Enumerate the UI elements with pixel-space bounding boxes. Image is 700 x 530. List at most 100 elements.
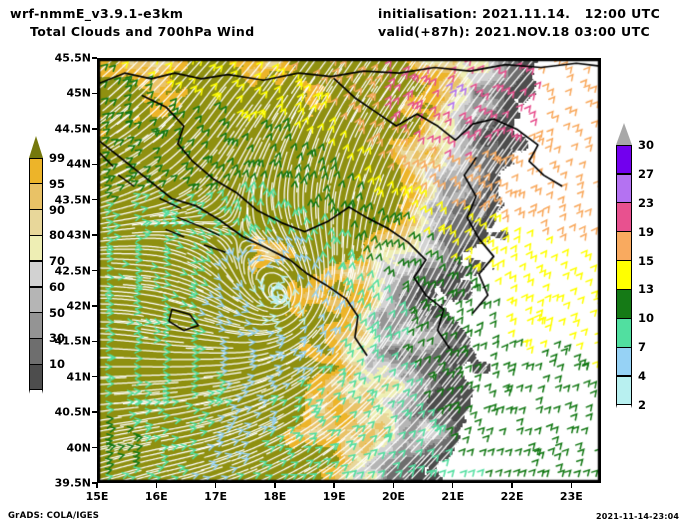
y-tick-label: 40.5N xyxy=(54,405,91,419)
colorbar-divider xyxy=(29,183,43,185)
colorbar-divider xyxy=(29,234,43,237)
x-tick xyxy=(511,483,513,488)
x-tick-label: 18E xyxy=(263,490,287,503)
valid-time-label: valid(+87h): 2021.NOV.18 03:00 UTC xyxy=(378,24,651,39)
colorbar-tick-label: 13 xyxy=(638,282,655,297)
x-tick-label: 15E xyxy=(85,490,109,503)
y-tick-label: 44N xyxy=(66,157,91,171)
colorbar-divider xyxy=(616,173,632,175)
y-tick xyxy=(92,198,97,201)
y-tick xyxy=(92,163,97,165)
colorbar-cap-low xyxy=(616,405,632,431)
colorbar-band xyxy=(29,364,43,391)
colorbar-tick-label: 10 xyxy=(49,357,66,372)
y-tick xyxy=(92,128,97,130)
y-tick xyxy=(92,340,97,343)
x-tick-label: 23E xyxy=(559,490,583,503)
colorbar-band xyxy=(616,318,632,348)
colorbar-band xyxy=(29,312,43,339)
initialisation-label: initialisation: 2021.11.14. 12:00 UTC xyxy=(378,6,661,21)
y-tick xyxy=(92,305,97,307)
x-tick-label: 21E xyxy=(441,490,465,503)
x-tick-label: 22E xyxy=(500,490,524,503)
colorbar-tick-label: 30 xyxy=(638,138,655,152)
grads-credit: GrADS: COLA/IGES xyxy=(8,511,100,521)
colorbar-tick-label: 50 xyxy=(49,305,66,320)
x-tick-label: 17E xyxy=(204,490,227,503)
model-title: wrf-nmmE_v3.9.1-e3km xyxy=(10,6,184,21)
colorbar-band xyxy=(29,183,43,210)
colorbar-band xyxy=(29,158,43,185)
colorbar-tick-label: 80 xyxy=(49,228,66,243)
x-tick xyxy=(155,483,157,488)
colorbar-tick-label: 7 xyxy=(638,340,647,355)
colorbar-divider xyxy=(29,286,43,288)
colorbar-tick-label: 19 xyxy=(638,224,655,239)
colorbar-tick-label: 10 xyxy=(638,311,655,326)
colorbar-divider xyxy=(29,208,43,211)
x-tick-label: 20E xyxy=(382,490,405,503)
y-tick-label: 43N xyxy=(66,228,91,242)
render-timestamp: 2021-11-14-23:04 xyxy=(596,512,680,521)
colorbar-tick-label: 23 xyxy=(638,195,655,210)
colorbar-band xyxy=(29,261,43,288)
x-tick xyxy=(570,483,573,488)
y-tick-label: 45N xyxy=(66,86,91,100)
colorbar-cap-high xyxy=(29,136,43,158)
y-tick xyxy=(92,92,97,95)
map-canvas xyxy=(98,59,600,482)
colorbar-tick-label: 95 xyxy=(49,176,66,191)
colorbar-divider xyxy=(29,363,43,365)
colorbar-band xyxy=(616,231,632,261)
colorbar-tick-label: 27 xyxy=(638,166,655,181)
x-tick xyxy=(274,483,276,488)
x-tick-label: 19E xyxy=(322,490,346,503)
y-tick-label: 44.5N xyxy=(54,122,91,136)
colorbar-divider xyxy=(616,230,632,233)
y-tick xyxy=(92,411,97,413)
colorbar-band xyxy=(616,260,632,290)
colorbar-band xyxy=(616,145,632,175)
y-tick-label: 41N xyxy=(66,370,91,384)
x-tick xyxy=(392,483,395,488)
colorbar-band xyxy=(29,286,43,314)
colorbar-tick-label: 70 xyxy=(49,254,66,269)
colorbar-divider xyxy=(29,260,43,262)
colorbar-divider xyxy=(29,337,43,340)
colorbar-band xyxy=(29,338,43,365)
colorbar-divider xyxy=(616,375,632,377)
colorbar-band xyxy=(616,173,632,204)
x-tick-label: 16E xyxy=(144,490,168,503)
colorbar-divider xyxy=(616,346,632,348)
y-tick-label: 42.5N xyxy=(54,264,91,277)
colorbar-band xyxy=(616,289,632,319)
y-tick-label: 42N xyxy=(66,299,91,313)
y-tick-label: 39.5N xyxy=(54,476,91,490)
wind-speed-colorbar: 30 27 23 19 15 13 10 7 4 2 xyxy=(616,123,654,431)
colorbar-band xyxy=(616,202,632,233)
x-tick xyxy=(452,483,454,488)
colorbar-divider xyxy=(29,311,43,314)
y-tick xyxy=(92,234,97,236)
y-tick xyxy=(92,482,97,484)
colorbar-band xyxy=(29,235,43,262)
x-tick xyxy=(96,483,98,488)
colorbar-tick-label: 60 xyxy=(49,279,66,294)
y-tick xyxy=(92,446,97,449)
field-title: Total Clouds and 700hPa Wind xyxy=(30,24,255,39)
y-tick-label: 41.5N xyxy=(54,334,91,348)
colorbar-band xyxy=(616,376,632,406)
colorbar-divider xyxy=(616,202,632,204)
map-plot-area[interactable] xyxy=(97,58,601,483)
colorbar-tick-label: 15 xyxy=(638,253,655,268)
colorbar-tick-label: 90 xyxy=(49,202,66,217)
x-tick xyxy=(333,483,335,488)
x-tick xyxy=(214,483,217,488)
colorbar-divider xyxy=(616,288,632,291)
colorbar-tick-label: 30 xyxy=(49,331,66,346)
colorbar-divider xyxy=(616,259,632,262)
y-tick-label: 43.5N xyxy=(54,193,91,207)
colorbar-tick-label: 2 xyxy=(638,398,647,412)
y-tick-label: 40N xyxy=(66,441,91,455)
colorbar-divider xyxy=(616,317,632,320)
